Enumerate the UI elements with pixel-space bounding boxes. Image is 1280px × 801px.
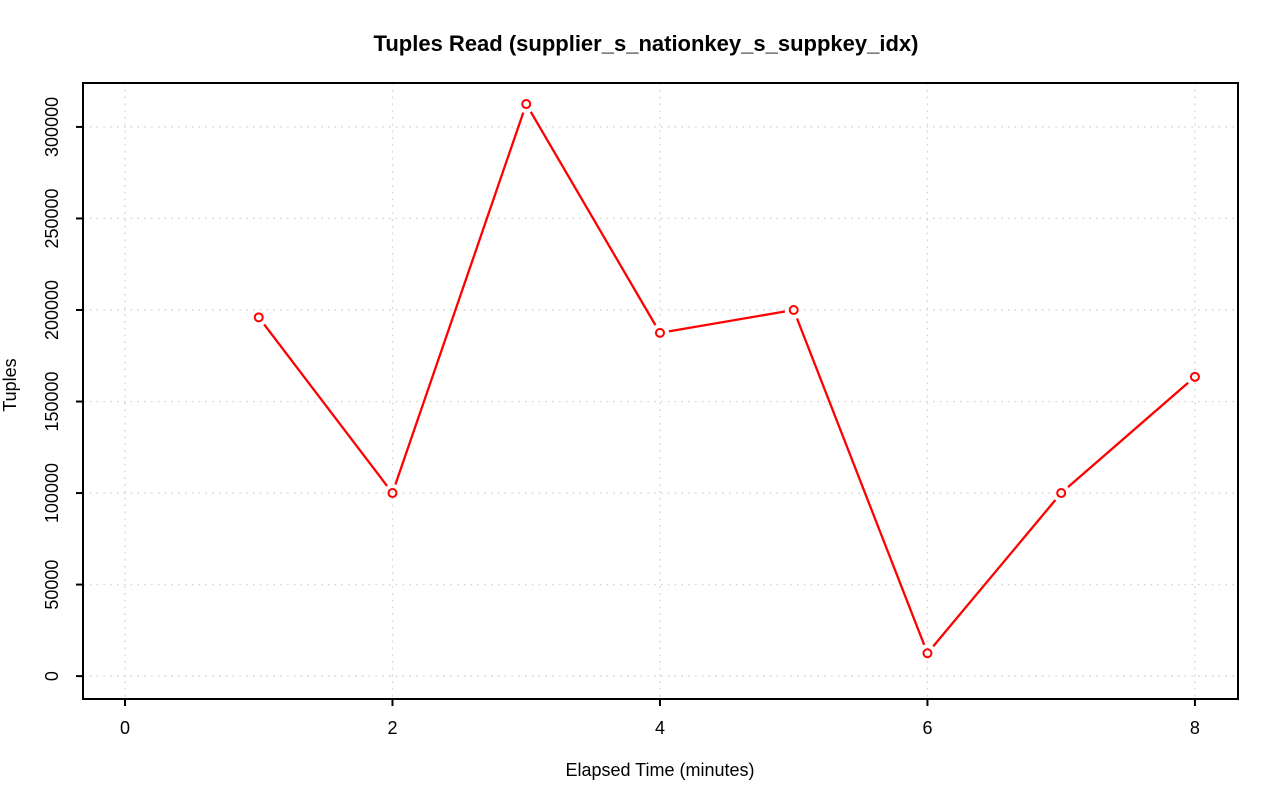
x-axis-label: Elapsed Time (minutes) bbox=[565, 760, 754, 780]
series-line-segment bbox=[394, 112, 525, 485]
data-point bbox=[1189, 371, 1200, 382]
y-tick-label: 0 bbox=[42, 671, 62, 681]
series-line-segment bbox=[529, 111, 657, 326]
y-axis-label: Tuples bbox=[0, 358, 20, 411]
y-tick-label: 200000 bbox=[42, 280, 62, 340]
y-tick-label: 250000 bbox=[42, 188, 62, 248]
x-tick-label: 4 bbox=[655, 718, 665, 738]
x-tick-label: 6 bbox=[922, 718, 932, 738]
data-point bbox=[654, 327, 665, 338]
series-line-segment bbox=[932, 499, 1057, 648]
y-tick-label: 150000 bbox=[42, 371, 62, 431]
chart-title: Tuples Read (supplier_s_nationkey_s_supp… bbox=[374, 31, 919, 56]
x-tick-label: 2 bbox=[387, 718, 397, 738]
axis-ticks: 0 2 4 6 8 0 50000 100000 150000 200000 250000 30000… bbox=[42, 97, 1200, 738]
series-line-segment bbox=[795, 317, 926, 646]
x-tick-label: 0 bbox=[120, 718, 130, 738]
series-line-segment bbox=[1067, 381, 1189, 489]
data-point bbox=[922, 648, 933, 659]
data-point bbox=[387, 488, 398, 499]
y-tick-label: 50000 bbox=[42, 560, 62, 610]
x-tick-label: 8 bbox=[1190, 718, 1200, 738]
data-point bbox=[521, 99, 532, 110]
data-series bbox=[253, 99, 1200, 659]
gridlines bbox=[83, 83, 1238, 699]
y-tick-label: 100000 bbox=[42, 463, 62, 523]
data-point bbox=[1056, 488, 1067, 499]
y-tick-label: 300000 bbox=[42, 97, 62, 157]
data-point bbox=[788, 304, 799, 315]
series-line-segment bbox=[263, 323, 388, 487]
series-line-segment bbox=[668, 310, 786, 333]
data-point bbox=[253, 312, 264, 323]
